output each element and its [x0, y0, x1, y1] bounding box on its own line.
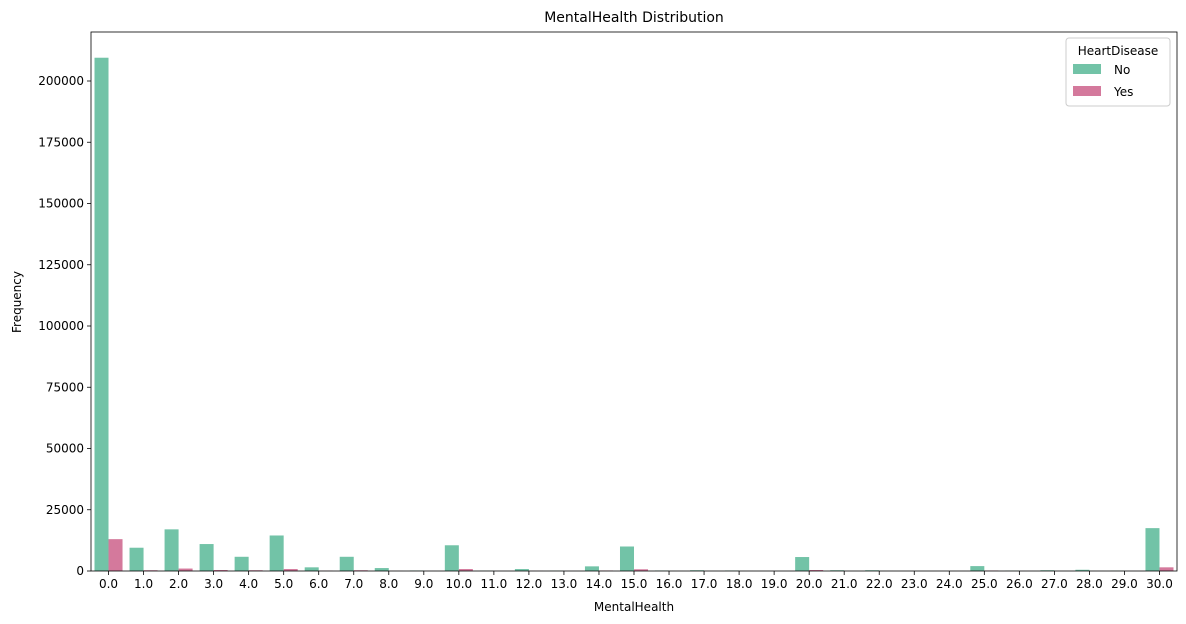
bar-no-7.0 — [339, 556, 354, 571]
bar-yes-15.0 — [634, 569, 649, 571]
chart-title: MentalHealth Distribution — [544, 10, 724, 26]
bar-no-10.0 — [444, 545, 459, 571]
bar-yes-3.0 — [213, 570, 228, 571]
bar-no-0.0 — [94, 57, 109, 572]
x-tick-label-20.0: 20.0 — [796, 577, 823, 591]
y-tick-label-25000: 25000 — [46, 503, 84, 517]
x-tick-label-14.0: 14.0 — [586, 577, 613, 591]
x-tick-label-28.0: 28.0 — [1076, 577, 1103, 591]
bar-no-20.0 — [795, 557, 810, 571]
x-tick-label-23.0: 23.0 — [901, 577, 928, 591]
bar-no-3.0 — [199, 544, 214, 571]
bar-yes-20.0 — [809, 570, 824, 571]
x-tick-label-18.0: 18.0 — [726, 577, 753, 591]
x-tick-label-29.0: 29.0 — [1111, 577, 1138, 591]
x-tick-label-10.0: 10.0 — [445, 577, 472, 591]
plot-area: 0 25000 50000 75000 100000 125000 150000 175000… — [38, 31, 1178, 591]
x-tick-label-9.0: 9.0 — [414, 577, 433, 591]
x-tick-label-15.0: 15.0 — [621, 577, 648, 591]
x-tick-label-8.0: 8.0 — [379, 577, 398, 591]
bar-no-6.0 — [304, 567, 319, 571]
bar-no-2.0 — [164, 529, 179, 571]
legend-label-no: No — [1114, 63, 1130, 77]
x-tick-label-21.0: 21.0 — [831, 577, 858, 591]
y-tick-label-100000: 100000 — [38, 319, 84, 333]
x-tick-label-25.0: 25.0 — [971, 577, 998, 591]
x-tick-label-22.0: 22.0 — [866, 577, 893, 591]
legend: HeartDisease No Yes — [1065, 37, 1171, 107]
x-tick-label-24.0: 24.0 — [936, 577, 963, 591]
y-tick-label-0: 0 — [76, 564, 84, 578]
y-tick-label-125000: 125000 — [38, 258, 84, 272]
bar-yes-30.0 — [1159, 567, 1174, 571]
y-axis-label: Frequency — [10, 271, 24, 333]
y-tick-label-175000: 175000 — [38, 135, 84, 149]
bar-yes-2.0 — [178, 568, 193, 571]
x-tick-label-0.0: 0.0 — [99, 577, 118, 591]
legend-swatch-yes — [1073, 86, 1101, 96]
bar-no-25.0 — [970, 566, 985, 571]
bar-no-14.0 — [584, 566, 599, 571]
bar-no-15.0 — [619, 546, 634, 571]
bar-no-28.0 — [1075, 569, 1090, 571]
legend-title: HeartDisease — [1078, 44, 1159, 58]
x-tick-label-1.0: 1.0 — [134, 577, 153, 591]
x-tick-label-4.0: 4.0 — [239, 577, 258, 591]
y-tick-label-200000: 200000 — [38, 74, 84, 88]
x-tick-label-11.0: 11.0 — [481, 577, 508, 591]
bar-yes-0.0 — [108, 539, 123, 571]
legend-label-yes: Yes — [1113, 85, 1133, 99]
bar-no-8.0 — [374, 568, 389, 571]
x-tick-label-3.0: 3.0 — [204, 577, 223, 591]
bar-no-1.0 — [129, 547, 144, 571]
x-tick-label-17.0: 17.0 — [691, 577, 718, 591]
bar-no-30.0 — [1145, 528, 1160, 572]
x-tick-label-30.0: 30.0 — [1146, 577, 1173, 591]
x-tick-label-26.0: 26.0 — [1006, 577, 1033, 591]
x-tick-label-13.0: 13.0 — [551, 577, 578, 591]
bar-yes-5.0 — [283, 569, 298, 571]
bar-no-4.0 — [234, 556, 249, 571]
x-tick-label-5.0: 5.0 — [274, 577, 293, 591]
x-tick-label-2.0: 2.0 — [169, 577, 188, 591]
x-tick-label-16.0: 16.0 — [656, 577, 683, 591]
bar-yes-10.0 — [458, 569, 473, 571]
x-tick-label-12.0: 12.0 — [516, 577, 543, 591]
legend-swatch-no — [1073, 64, 1101, 74]
y-tick-label-50000: 50000 — [46, 442, 84, 456]
x-tick-label-27.0: 27.0 — [1041, 577, 1068, 591]
x-tick-label-19.0: 19.0 — [761, 577, 788, 591]
x-tick-label-6.0: 6.0 — [309, 577, 328, 591]
y-tick-label-75000: 75000 — [46, 380, 84, 394]
bar-no-5.0 — [269, 535, 284, 571]
x-axis-label: MentalHealth — [594, 600, 674, 614]
y-tick-label-150000: 150000 — [38, 197, 84, 211]
x-tick-label-7.0: 7.0 — [344, 577, 363, 591]
bar-no-12.0 — [514, 569, 529, 571]
plot-frame — [90, 31, 1178, 572]
